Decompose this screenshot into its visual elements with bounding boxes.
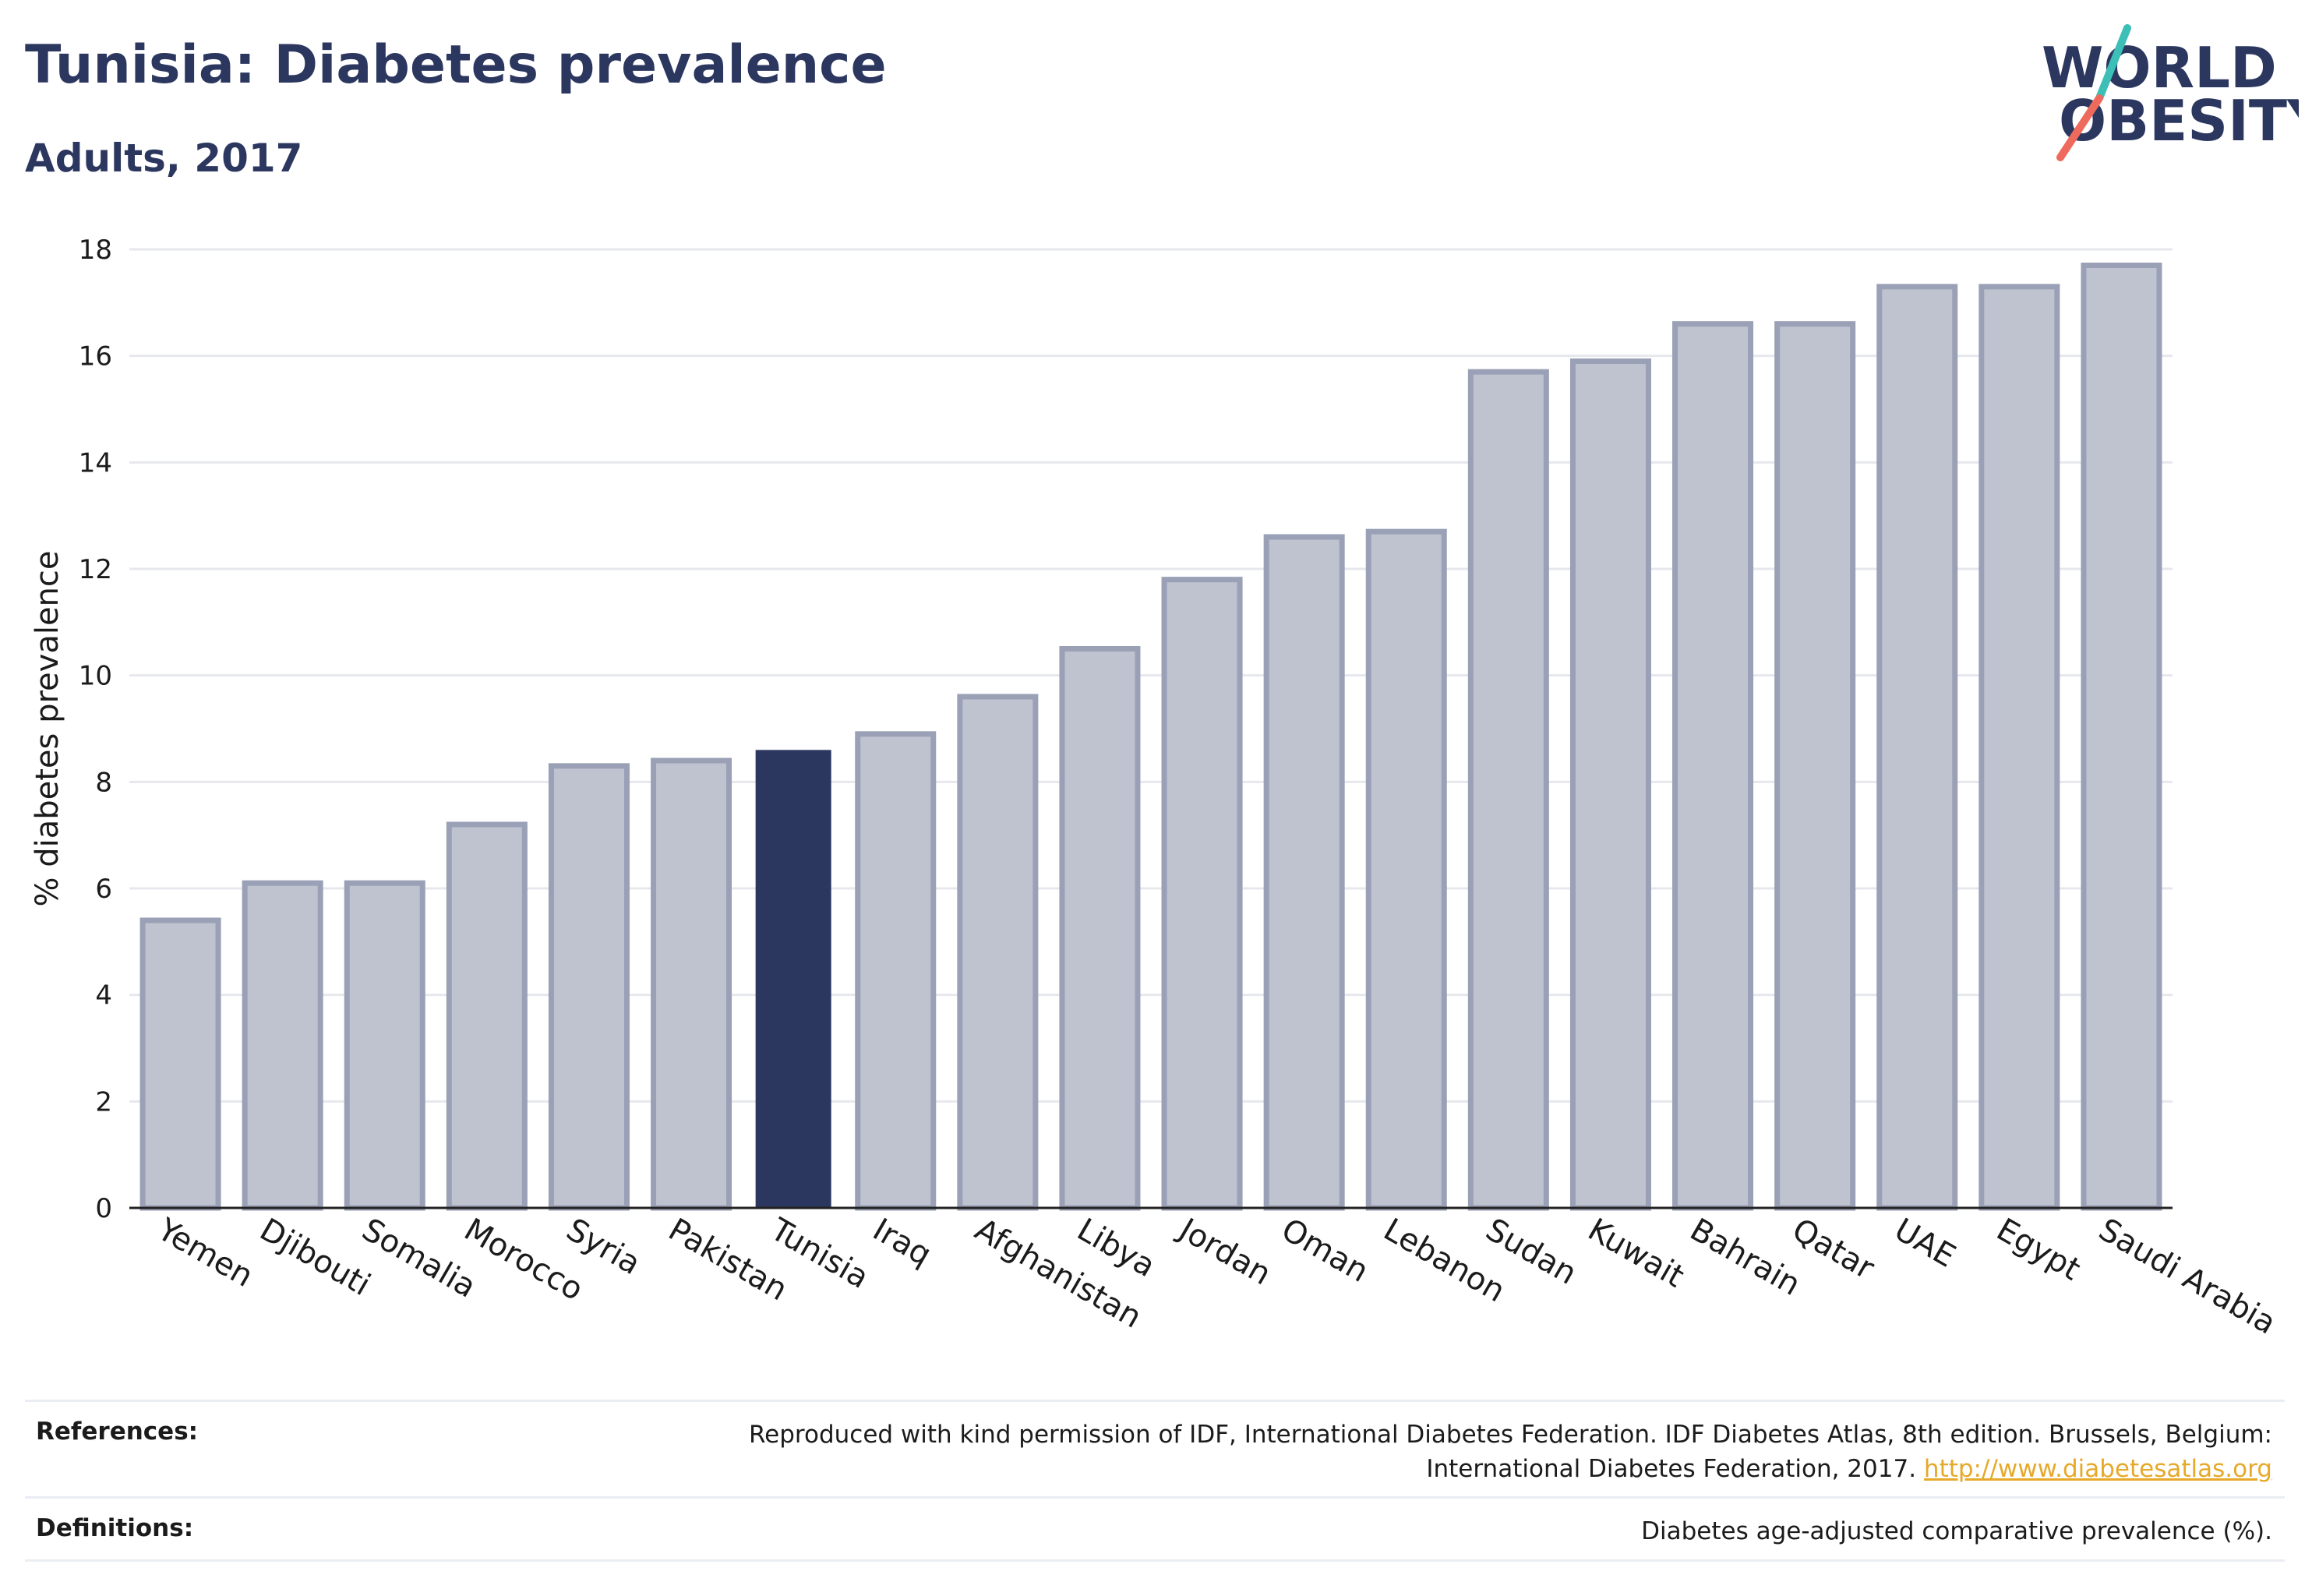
y-tick-label: 18 — [79, 235, 112, 266]
x-tick-label: Iraq — [867, 1212, 937, 1273]
x-tick-label: Djibouti — [254, 1212, 376, 1303]
y-tick-label: 0 — [95, 1193, 112, 1224]
bar-tunisia — [755, 750, 831, 1208]
x-tick-label: Oman — [1276, 1212, 1375, 1290]
x-tick-label: UAE — [1888, 1212, 1961, 1275]
bar-morocco — [446, 821, 528, 1211]
bar-somalia — [344, 880, 425, 1211]
bar-afghanistan — [957, 694, 1039, 1211]
chart-subtitle: Adults, 2017 — [25, 136, 303, 181]
x-tick-label: Bahrain — [1684, 1212, 1806, 1303]
x-tick-label: Egypt — [1990, 1212, 2086, 1288]
y-tick-label: 16 — [79, 341, 112, 373]
logo-slash-bottom — [2056, 94, 2103, 161]
x-tick-label: Yemen — [151, 1211, 259, 1294]
references-line-2: International Diabetes Federation, 2017. — [1426, 1455, 1917, 1483]
bar-qatar — [1774, 321, 1856, 1211]
definitions-row: Definitions: Diabetes age-adjusted compa… — [25, 1496, 2285, 1562]
y-tick-label: 8 — [95, 767, 112, 798]
y-tick-label: 10 — [79, 661, 112, 692]
bar-jordan — [1161, 577, 1243, 1211]
diabetes-atlas-link[interactable]: http://www.diabetesatlas.org — [1923, 1455, 2272, 1483]
y-tick-label: 2 — [95, 1086, 112, 1118]
bar-sudan — [1467, 369, 1549, 1211]
bar-chart: 0 2 4 6 8 10 12 14 16 18 YemenDjiboutiSomaliaMoro… — [30, 235, 2282, 1342]
world-obesity-logo: WORLD OBESITY — [2042, 24, 2299, 161]
logo-line-obesity: OBESITY — [2059, 88, 2299, 154]
chart-title: Tunisia: Diabetes prevalence — [25, 34, 887, 96]
bar-uae — [1876, 284, 1958, 1211]
bar-oman — [1263, 534, 1345, 1211]
x-tick-label: Saudi Arabia — [2092, 1212, 2282, 1342]
grid-lines — [129, 248, 2173, 1209]
definitions-label: Definitions: — [36, 1514, 194, 1542]
references-text: Reproduced with kind permission of IDF, … — [480, 1418, 2272, 1486]
logo-slash-top — [2095, 24, 2131, 102]
y-tick-label: 14 — [79, 447, 112, 478]
definitions-text: Diabetes age-adjusted comparative preval… — [1641, 1517, 2272, 1545]
bar-bahrain — [1672, 321, 1754, 1211]
y-axis-label: % diabetes prevalence — [30, 550, 65, 906]
bar-pakistan — [651, 757, 732, 1211]
bar-egypt — [1978, 284, 2060, 1211]
x-tick-label: Somalia — [356, 1212, 482, 1305]
y-tick-label: 4 — [95, 980, 112, 1012]
references-label: References: — [36, 1418, 199, 1446]
y-axis-ticks: 0 2 4 6 8 10 12 14 16 18 — [79, 235, 112, 1224]
logo-line-world: WORLD — [2042, 35, 2277, 101]
bar-saudi-arabia — [2081, 263, 2162, 1211]
bar-iraq — [855, 731, 937, 1211]
bar-kuwait — [1569, 358, 1651, 1211]
bar-lebanon — [1365, 528, 1447, 1211]
bars — [139, 263, 2162, 1211]
x-tick-label: Jordan — [1171, 1210, 1277, 1292]
x-tick-label: Kuwait — [1582, 1212, 1690, 1295]
bar-djibouti — [242, 880, 323, 1211]
references-line-1: Reproduced with kind permission of IDF, … — [749, 1421, 2272, 1449]
y-tick-label: 12 — [79, 554, 112, 585]
bar-syria — [548, 763, 630, 1211]
references-row: References: Reproduced with kind permiss… — [25, 1400, 2285, 1496]
y-tick-label: 6 — [95, 874, 112, 905]
bar-yemen — [139, 917, 221, 1211]
bar-libya — [1059, 646, 1141, 1211]
